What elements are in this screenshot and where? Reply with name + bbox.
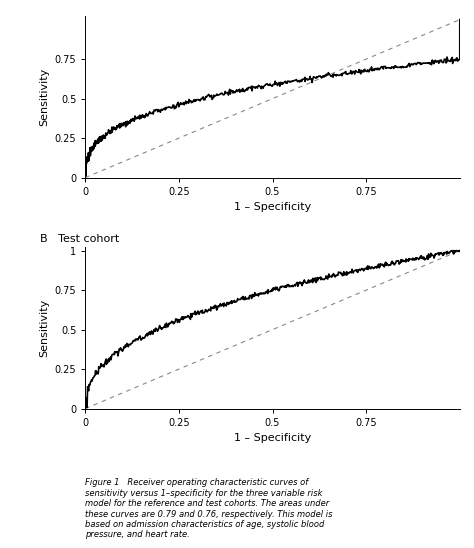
Text: Figure 1   Receiver operating characteristic curves of
sensitivity versus 1–spec: Figure 1 Receiver operating characterist… — [85, 478, 333, 539]
X-axis label: 1 – Specificity: 1 – Specificity — [234, 433, 311, 443]
Y-axis label: Sensitivity: Sensitivity — [39, 68, 49, 126]
X-axis label: 1 – Specificity: 1 – Specificity — [234, 202, 311, 212]
Text: B   Test cohort: B Test cohort — [40, 234, 119, 244]
Y-axis label: Sensitivity: Sensitivity — [39, 299, 49, 357]
